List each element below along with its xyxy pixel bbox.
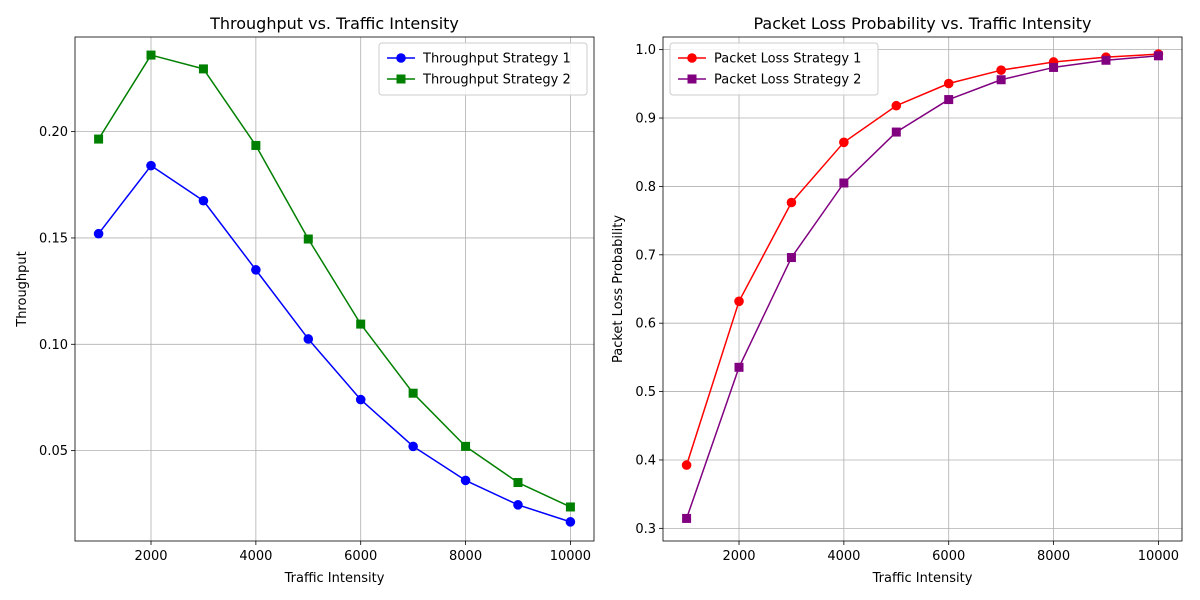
data-point [1101,55,1111,65]
data-point [251,140,261,150]
data-point [682,513,692,523]
data-point [251,265,261,275]
x-tick-label: 8000 [449,549,482,564]
data-point [355,394,366,405]
x-tick-label: 6000 [932,549,965,564]
chart-title: Throughput vs. Traffic Intensity [209,14,459,33]
x-tick-label: 2000 [134,549,167,564]
data-point [565,502,575,512]
x-tick-label: 4000 [239,549,272,564]
data-point [356,319,366,329]
data-point [513,478,523,488]
data-point [303,334,314,344]
legend: Throughput Strategy 1 Throughput Strategy… [378,42,588,96]
plot-area: 2000 4000 6000 8000 10000 0.05 0.10 0.15 0.20 Thr… [39,36,595,564]
data-point [93,228,104,239]
data-point [303,234,313,244]
y-tick-label: 0.10 [39,338,68,353]
data-point [408,441,418,452]
y-tick-label: 0.4 [635,453,656,468]
data-point [94,134,104,144]
legend-box [378,42,588,96]
data-point [891,127,901,137]
data-point [408,388,418,398]
axes-frame [662,36,1183,542]
legend-label: Packet Loss Strategy 1 [714,52,861,67]
data-point [565,517,576,527]
data-point [146,50,156,60]
data-point [1153,51,1163,61]
y-tick-label: 0.20 [39,125,68,140]
series-2 [682,51,1163,523]
data-point [1049,62,1059,72]
y-tick-label: 0.5 [635,385,656,400]
x-axis-label: Traffic Intensity [872,571,973,586]
x-tick-label: 2000 [722,549,755,564]
series-2 [94,50,575,512]
y-tick-label: 1.0 [635,43,656,58]
x-tick-label: 10000 [550,549,591,564]
y-tick-label: 0.15 [39,231,68,246]
y-tick-label: 0.6 [635,317,656,332]
legend-label: Packet Loss Strategy 2 [714,73,861,88]
series-line [685,53,1159,466]
legend-label: Throughput Strategy 2 [422,73,571,88]
legend-box [669,42,879,96]
x-tick-label: 8000 [1037,549,1070,564]
data-point [786,197,797,208]
x-tick-label: 6000 [344,549,377,564]
data-point [198,195,209,206]
data-point [996,75,1006,85]
data-point [461,441,471,451]
data-point [943,78,954,89]
data-point [734,296,744,307]
data-point [839,178,849,188]
y-tick-label: 0.9 [635,112,656,127]
legend-marker [687,74,697,84]
throughput-chart: Throughput vs. Traffic Intensity Traffic… [15,14,595,586]
legend-label: Throughput Strategy 1 [422,52,571,67]
data-point [198,64,208,74]
y-tick-label: 0.05 [39,444,68,459]
y-tick-label: 0.8 [635,180,656,195]
data-point [513,500,523,510]
data-point [734,362,744,372]
data-point [839,137,849,148]
data-point [681,460,692,470]
y-axis-label: Throughput [15,251,30,328]
data-point [146,160,156,171]
y-tick-label: 0.3 [635,522,656,537]
legend-marker [396,53,406,63]
y-tick-label: 0.7 [635,248,656,263]
x-tick-label: 4000 [827,549,860,564]
data-point [460,475,471,486]
x-tick-label: 10000 [1138,549,1179,564]
data-point [944,95,954,105]
legend-marker [396,74,406,84]
packet-loss-chart: Packet Loss Probability vs. Traffic Inte… [611,14,1183,586]
series-line [97,54,571,508]
legend-marker [687,53,697,63]
y-axis-label: Packet Loss Probability [611,215,626,363]
plot-area: 2000 4000 6000 8000 10000 0.3 0.4 0.5 0.6 0.7 0.8 0… [635,36,1183,564]
series-line [97,164,571,523]
data-point [891,100,902,111]
data-point [996,65,1006,75]
data-point [786,253,796,263]
x-axis-label: Traffic Intensity [284,571,385,586]
series-line [685,55,1159,519]
legend: Packet Loss Strategy 1 Packet Loss Strate… [669,42,879,96]
chart-title: Packet Loss Probability vs. Traffic Inte… [753,14,1091,33]
axes-frame [74,36,595,542]
series-1 [93,160,576,527]
